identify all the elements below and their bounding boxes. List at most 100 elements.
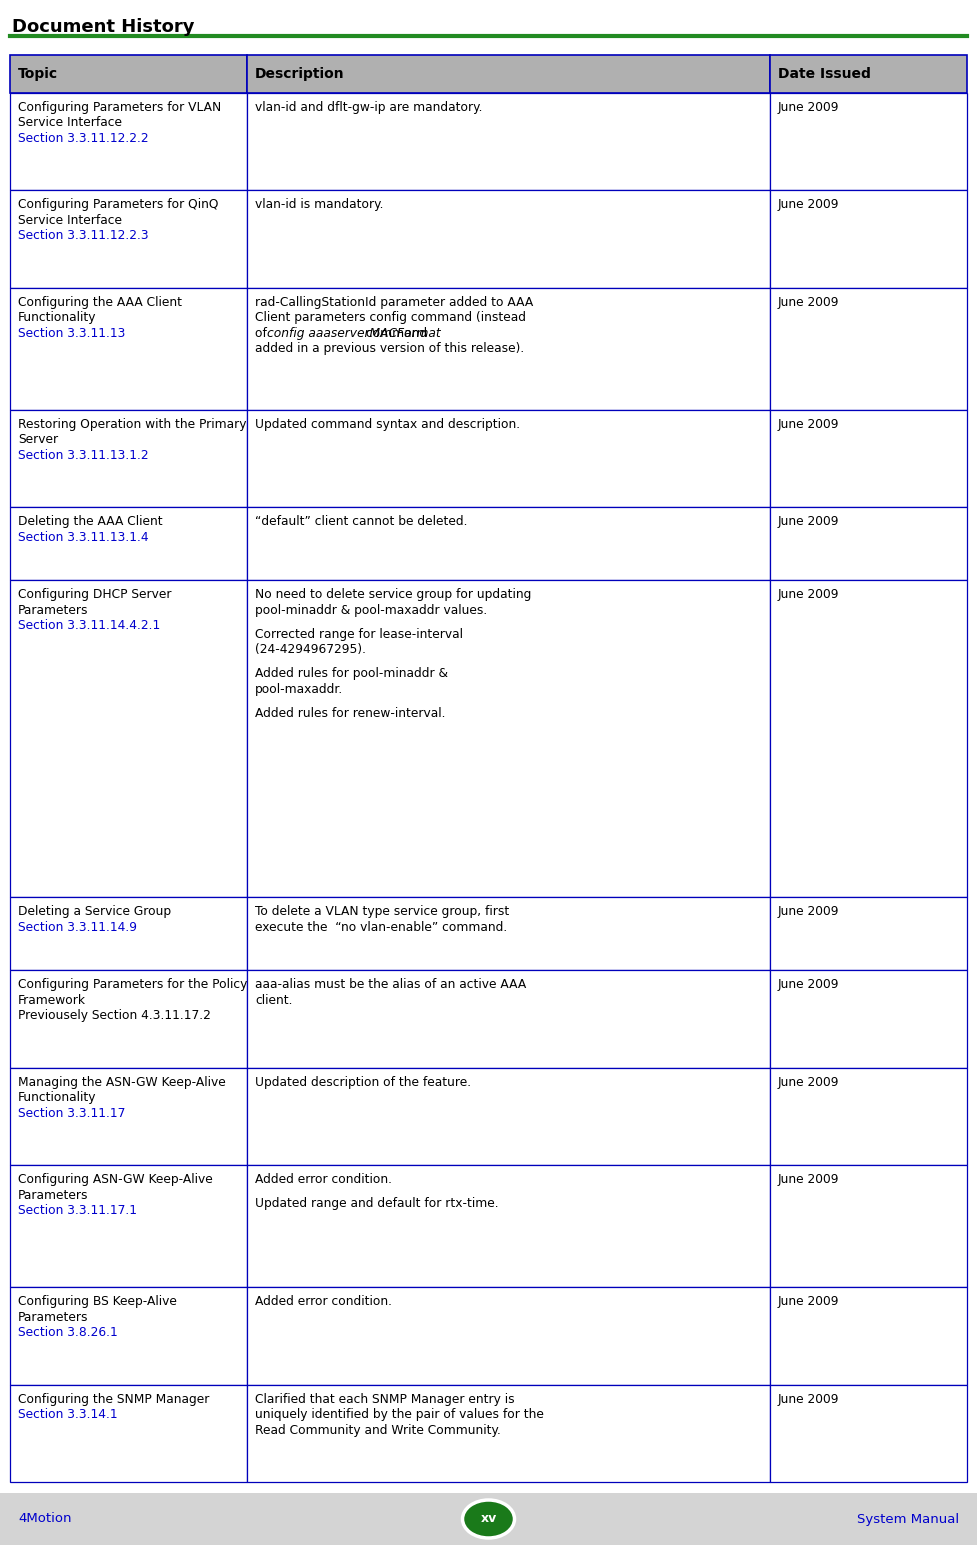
Text: Section 3.3.11.13: Section 3.3.11.13 [18,328,125,340]
Bar [770,56,967,93]
Bar [247,581,770,898]
Bar [247,287,770,409]
Text: config aaaserverMACFormat: config aaaserverMACFormat [267,328,441,340]
Text: June 2009: June 2009 [778,905,839,918]
Text: client.: client. [255,993,292,1007]
Text: Updated description of the feature.: Updated description of the feature. [255,1075,471,1089]
Text: Read Community and Write Community.: Read Community and Write Community. [255,1423,501,1437]
Text: command: command [362,328,427,340]
Text: Configuring the AAA Client: Configuring the AAA Client [18,297,182,309]
Text: Client parameters config command (instead: Client parameters config command (instea… [255,312,526,324]
Text: Section 3.3.11.17: Section 3.3.11.17 [18,1106,125,1120]
Text: Added error condition.: Added error condition. [255,1173,392,1187]
Text: June 2009: June 2009 [778,417,839,431]
Text: Section 3.3.11.17.1: Section 3.3.11.17.1 [18,1204,137,1217]
Text: pool-minaddr & pool-maxaddr values.: pool-minaddr & pool-maxaddr values. [255,604,488,616]
Text: execute the  “no vlan-enable” command.: execute the “no vlan-enable” command. [255,921,507,933]
Text: June 2009: June 2009 [778,1075,839,1089]
Bar [770,1287,967,1384]
Text: Section 3.3.14.1: Section 3.3.14.1 [18,1407,117,1421]
Text: aaa-alias must be the alias of an active AAA: aaa-alias must be the alias of an active… [255,978,527,992]
Text: Added error condition.: Added error condition. [255,1295,392,1309]
Bar [10,93,247,190]
Bar [770,190,967,287]
Text: Section 3.3.11.13.1.4: Section 3.3.11.13.1.4 [18,531,149,544]
Bar [10,1165,247,1287]
Text: Parameters: Parameters [18,1188,89,1202]
Text: rad-CallingStationId parameter added to AAA: rad-CallingStationId parameter added to … [255,297,533,309]
Text: To delete a VLAN type service group, first: To delete a VLAN type service group, fir… [255,905,509,918]
Text: Document History: Document History [12,19,194,36]
Bar [770,898,967,970]
Text: Framework: Framework [18,993,86,1007]
Text: Configuring ASN-GW Keep-Alive: Configuring ASN-GW Keep-Alive [18,1173,213,1187]
Bar [10,507,247,581]
Text: No need to delete service group for updating: No need to delete service group for upda… [255,589,531,601]
Text: Section 3.8.26.1: Section 3.8.26.1 [18,1326,118,1340]
Bar [10,190,247,287]
Text: added in a previous version of this release).: added in a previous version of this rele… [255,343,525,355]
Bar [10,581,247,898]
Text: June 2009: June 2009 [778,198,839,212]
Text: Added rules for renew-interval.: Added rules for renew-interval. [255,708,446,720]
Text: Updated range and default for rtx-time.: Updated range and default for rtx-time. [255,1197,498,1210]
Text: vlan-id and dflt-gw-ip are mandatory.: vlan-id and dflt-gw-ip are mandatory. [255,100,483,114]
Text: “default” client cannot be deleted.: “default” client cannot be deleted. [255,516,468,528]
Bar [770,93,967,190]
Bar [10,1384,247,1482]
Bar [247,1287,770,1384]
Text: Configuring Parameters for VLAN: Configuring Parameters for VLAN [18,100,221,114]
Bar [247,1068,770,1165]
Text: 4Motion: 4Motion [18,1513,71,1525]
Bar [770,409,967,507]
Bar [247,1165,770,1287]
Bar [247,93,770,190]
Text: June 2009: June 2009 [778,1173,839,1187]
Text: Configuring BS Keep-Alive: Configuring BS Keep-Alive [18,1295,177,1309]
Bar [10,287,247,409]
Text: Section 3.3.11.14.9: Section 3.3.11.14.9 [18,921,137,933]
Ellipse shape [462,1500,515,1537]
Text: of: of [255,328,271,340]
Text: Section 3.3.11.12.2.3: Section 3.3.11.12.2.3 [18,230,149,243]
Bar [247,507,770,581]
Text: Topic: Topic [18,66,58,80]
Text: June 2009: June 2009 [778,589,839,601]
Bar [770,970,967,1068]
Text: Clarified that each SNMP Manager entry is: Clarified that each SNMP Manager entry i… [255,1392,515,1406]
Text: Functionality: Functionality [18,1091,97,1105]
Text: Configuring Parameters for the Policy: Configuring Parameters for the Policy [18,978,247,992]
Text: June 2009: June 2009 [778,1295,839,1309]
Bar [247,1384,770,1482]
Bar [10,1287,247,1384]
Text: Updated command syntax and description.: Updated command syntax and description. [255,417,520,431]
Bar [10,1068,247,1165]
Text: Configuring DHCP Server: Configuring DHCP Server [18,589,172,601]
Text: Section 3.3.11.14.4.2.1: Section 3.3.11.14.4.2.1 [18,620,160,632]
Text: Deleting a Service Group: Deleting a Service Group [18,905,171,918]
Text: xv: xv [481,1513,496,1525]
Bar [10,409,247,507]
Bar [10,56,247,93]
Text: Parameters: Parameters [18,604,89,616]
Text: vlan-id is mandatory.: vlan-id is mandatory. [255,198,384,212]
Text: Date Issued: Date Issued [778,66,871,80]
Text: Description: Description [255,66,345,80]
Text: Added rules for pool-minaddr &: Added rules for pool-minaddr & [255,667,448,680]
Text: Parameters: Parameters [18,1310,89,1324]
Text: Restoring Operation with the Primary: Restoring Operation with the Primary [18,417,246,431]
Bar [247,56,770,93]
Text: Corrected range for lease-interval: Corrected range for lease-interval [255,627,463,641]
Text: pool-maxaddr.: pool-maxaddr. [255,683,343,695]
Text: June 2009: June 2009 [778,297,839,309]
Text: Service Interface: Service Interface [18,213,122,227]
Text: Section 3.3.11.13.1.2: Section 3.3.11.13.1.2 [18,448,149,462]
Bar [247,970,770,1068]
Text: uniquely identified by the pair of values for the: uniquely identified by the pair of value… [255,1407,544,1421]
Text: Service Interface: Service Interface [18,116,122,130]
Text: Configuring the SNMP Manager: Configuring the SNMP Manager [18,1392,209,1406]
Text: Section 3.3.11.12.2.2: Section 3.3.11.12.2.2 [18,131,149,145]
Text: Functionality: Functionality [18,312,97,324]
Text: Deleting the AAA Client: Deleting the AAA Client [18,516,162,528]
Text: June 2009: June 2009 [778,516,839,528]
